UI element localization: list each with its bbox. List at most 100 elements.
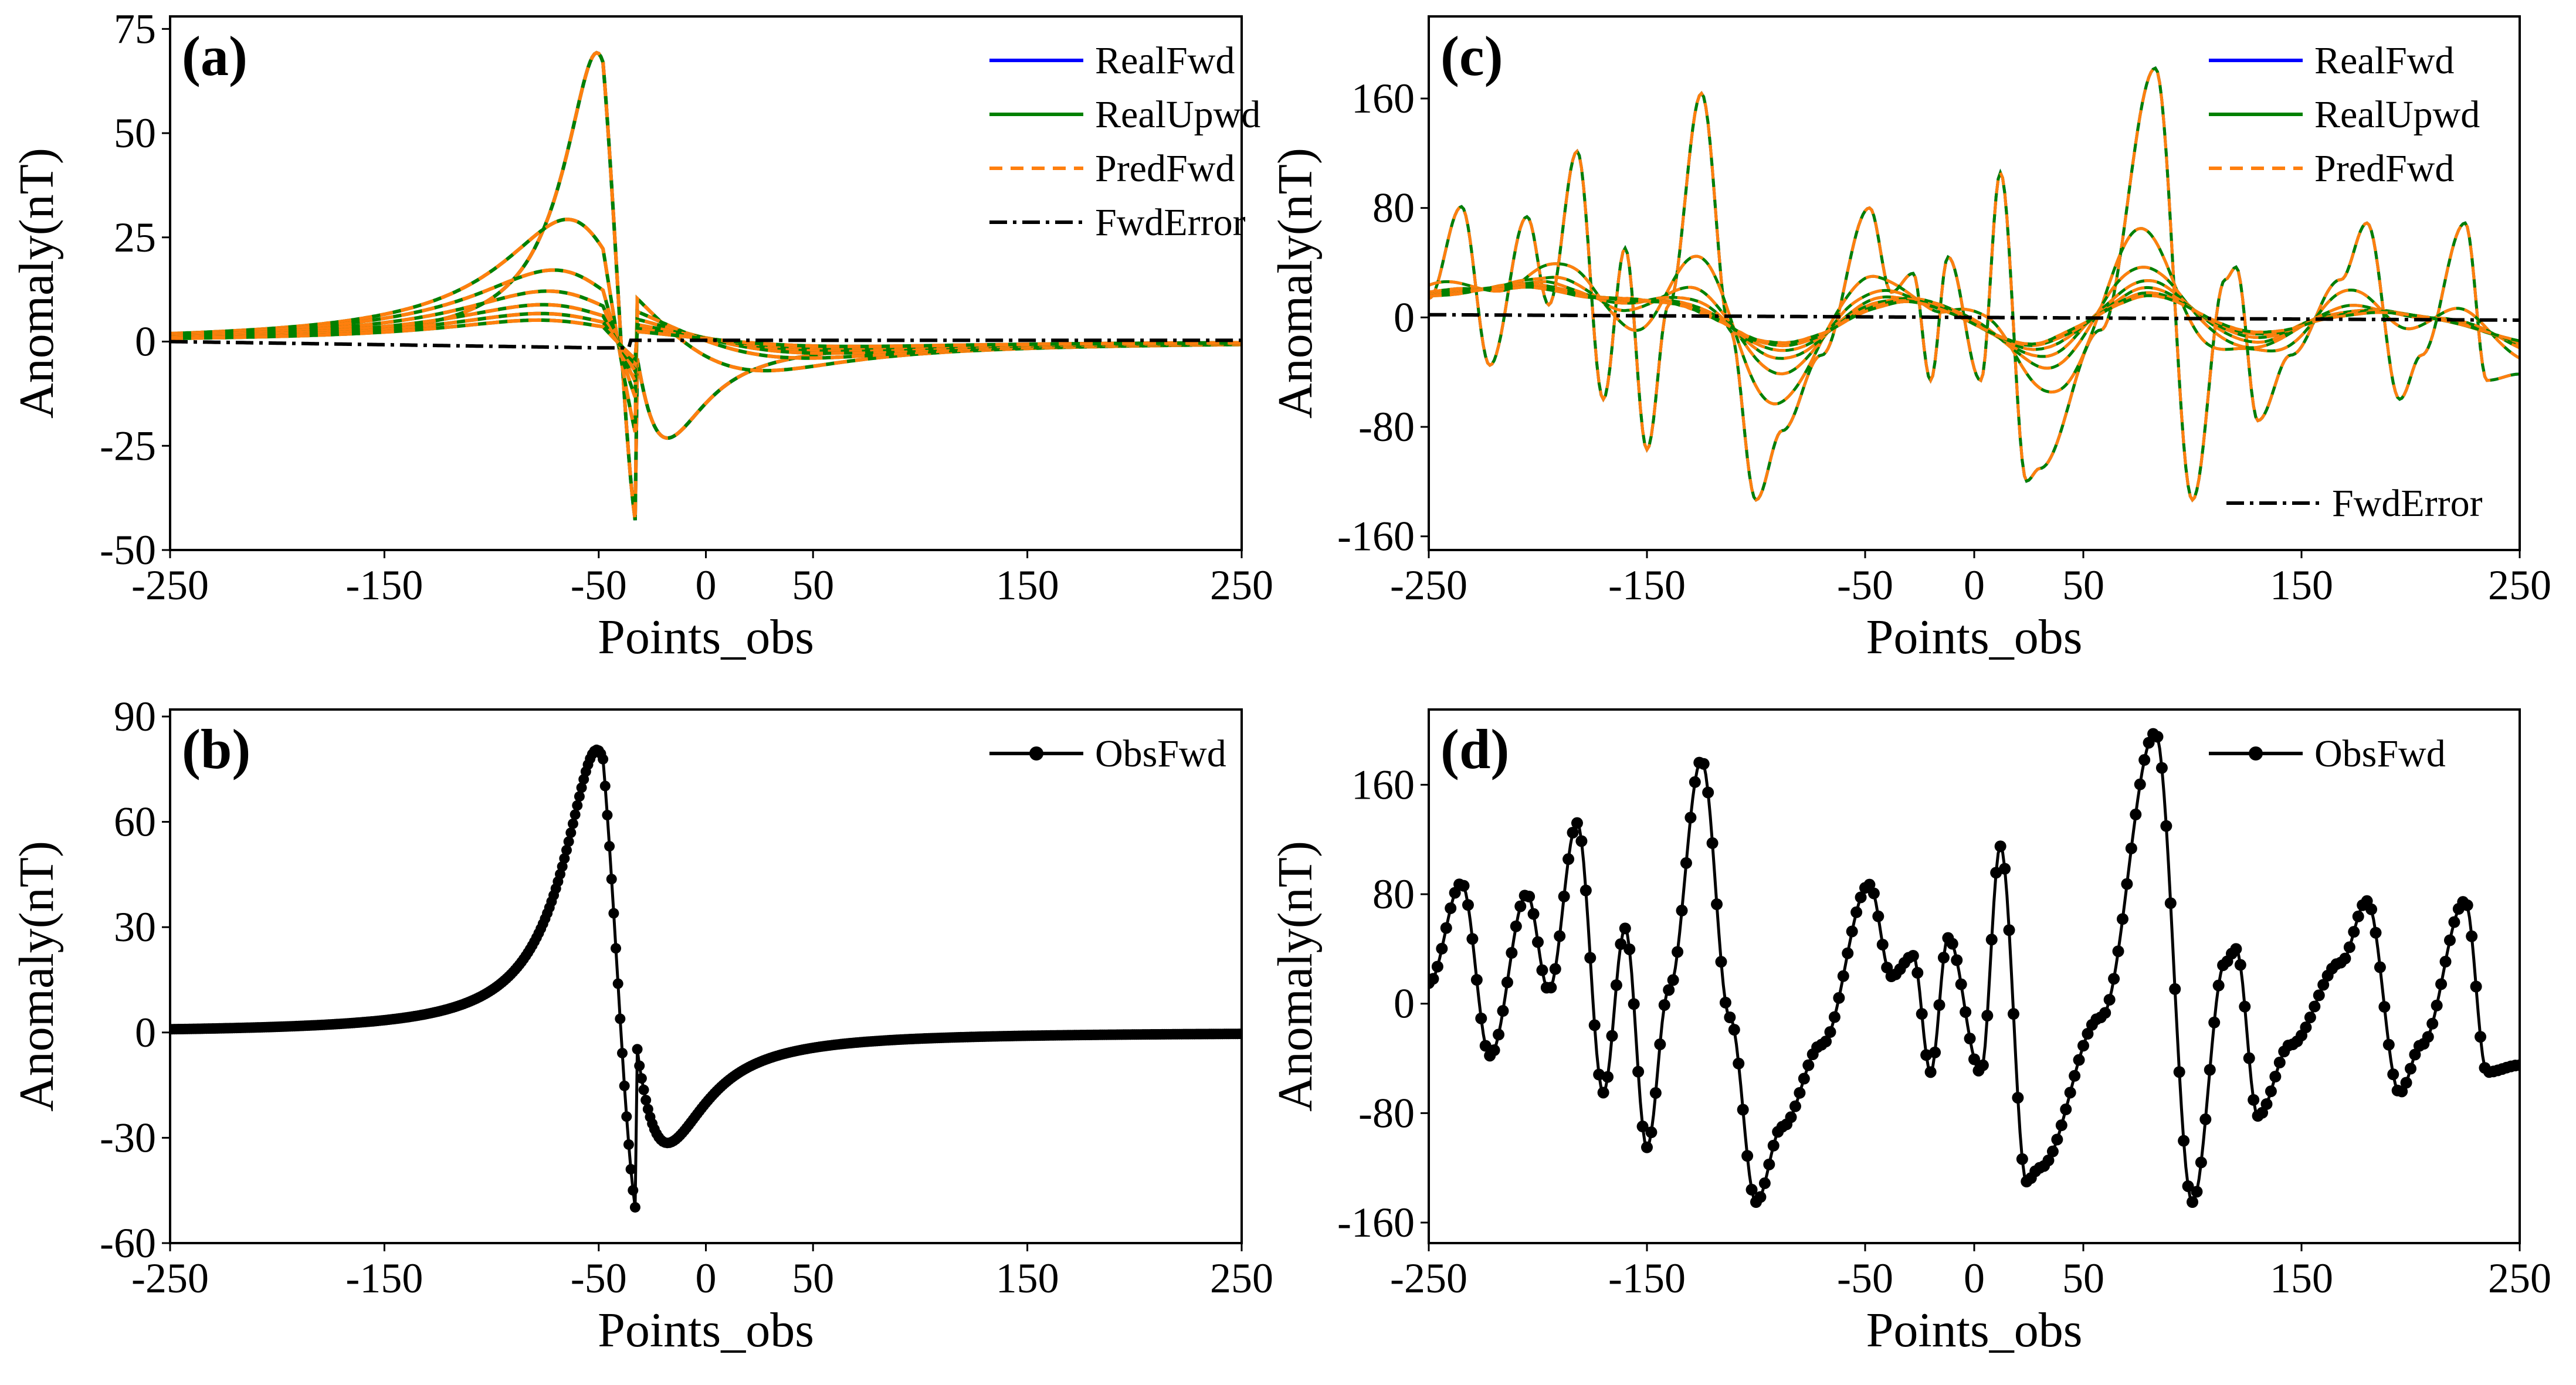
- x-tick-label: 150: [2270, 562, 2333, 609]
- x-tick-label: 250: [2488, 1255, 2551, 1302]
- obsfwd-point: [2448, 916, 2460, 928]
- obsfwd-point: [2304, 1011, 2316, 1024]
- x-tick-label: 150: [996, 562, 1059, 609]
- legend-marker: [1029, 746, 1043, 761]
- panel-d-frame: [1428, 708, 2521, 1244]
- panel-c-frame: [1428, 15, 2521, 551]
- obsfwd-point: [2012, 1092, 2024, 1104]
- obsfwd-point: [2164, 897, 2177, 909]
- legend-label-predfwd: PredFwd: [2314, 147, 2454, 190]
- obsfwd-point: [2265, 1085, 2277, 1098]
- x-tick-label: -250: [1390, 1255, 1467, 1302]
- x-tick-label: 0: [696, 562, 717, 609]
- obsfwd-point: [1536, 964, 1548, 976]
- x-tick-label: 250: [1210, 1255, 1273, 1302]
- obsfwd-point: [2422, 1031, 2434, 1043]
- panel-d-ticks: -250 -150 -50 0 50 150 250 -160 -80 0 80 160: [1337, 761, 2551, 1302]
- y-tick-label: 160: [1351, 761, 1415, 808]
- obsfwd-point: [2405, 1062, 2416, 1075]
- obsfwd-point: [1523, 890, 1536, 902]
- obsfwd-point: [2387, 1068, 2399, 1081]
- obsfwd-point: [602, 810, 613, 821]
- obsfwd-point: [1929, 1046, 1941, 1058]
- obsfwd-point: [2374, 961, 2386, 973]
- obsfwd-point: [2042, 1154, 2055, 1166]
- obsfwd-point: [1763, 1158, 1775, 1170]
- obsfwd-point: [1981, 1010, 1994, 1022]
- obsfwd-point: [1754, 1191, 1767, 1203]
- x-tick-label: -150: [1608, 562, 1686, 609]
- legend-label-realupwd: RealUpwd: [1095, 93, 1260, 136]
- obsfwd-point: [1532, 936, 1544, 948]
- obsfwd-point: [2112, 945, 2124, 958]
- obsfwd-point: [1863, 878, 1876, 891]
- x-tick-label: 50: [2062, 562, 2104, 609]
- obsfwd-point: [1916, 1008, 1928, 1020]
- x-tick-label: 50: [792, 562, 834, 609]
- obsfwd-point: [615, 1013, 626, 1024]
- obsfwd-point: [2121, 878, 2133, 890]
- panel-b-frame: [169, 708, 1243, 1244]
- x-tick-label: -150: [345, 1255, 423, 1302]
- obsfwd-point: [2269, 1070, 2282, 1082]
- obsfwd-point: [2208, 1016, 2221, 1028]
- obsfwd-point: [2439, 956, 2452, 968]
- obsfwd-point: [1606, 1030, 1618, 1042]
- obsfwd-point: [1737, 1104, 1749, 1116]
- x-tick-label: -50: [571, 562, 627, 609]
- legend-entry-obsfwd: ObsFwd: [2209, 732, 2446, 775]
- obsfwd-point: [2234, 959, 2246, 971]
- panel-c-legend-error: FwdError: [2226, 482, 2483, 525]
- obsfwd-point: [1567, 826, 1579, 839]
- obsfwd-point: [2256, 1106, 2269, 1119]
- obsfwd-point: [2060, 1103, 2072, 1115]
- x-tick-label: -250: [131, 562, 209, 609]
- obsfwd-point: [619, 1080, 630, 1091]
- x-tick-label: -150: [1608, 1255, 1686, 1302]
- obsfwd-point: [1924, 1066, 1937, 1078]
- series-predfwd-line: [1429, 286, 2520, 346]
- obsfwd-point: [599, 780, 611, 792]
- obsfwd-point: [1872, 910, 1884, 922]
- obsfwd-point: [1824, 1026, 1836, 1038]
- obsfwd-point: [1584, 952, 1597, 964]
- y-tick-label: -80: [1358, 403, 1415, 450]
- obsfwd-point: [2169, 983, 2181, 995]
- obsfwd-point: [1510, 920, 1522, 932]
- panel-c-ylabel: Anomaly(nT): [1268, 148, 1323, 419]
- obsfwd-point: [2173, 1066, 2185, 1078]
- obsfwd-point: [2195, 1156, 2207, 1169]
- legend-label-realfwd: RealFwd: [1095, 39, 1235, 82]
- obsfwd-point: [1719, 996, 1731, 1009]
- obsfwd-point: [1436, 942, 1448, 955]
- obsfwd-point: [2212, 979, 2225, 992]
- panel-d-xlabel: Points_obs: [1866, 1303, 2083, 1357]
- obsfwd-point: [1794, 1087, 1806, 1099]
- panel-a-frame: [169, 15, 1243, 551]
- legend-entry-realfwd: RealFwd: [2209, 39, 2454, 82]
- obsfwd-point: [1711, 898, 1723, 911]
- obsfwd-point: [1493, 1028, 1505, 1041]
- obsfwd-point: [1527, 908, 1540, 920]
- y-tick-label: -50: [100, 527, 156, 573]
- obsfwd-point: [1728, 1024, 1740, 1036]
- obsfwd-point: [632, 1044, 643, 1055]
- obsfwd-point: [2155, 762, 2168, 774]
- obsfwd-point: [1429, 973, 1439, 985]
- obsfwd-point: [1684, 812, 1697, 824]
- y-tick-label: -80: [1358, 1089, 1415, 1136]
- obsfwd-point: [1785, 1111, 1797, 1123]
- panel-b-legend: ObsFwd: [989, 732, 1226, 775]
- panel-c-letter: (c): [1440, 25, 1503, 87]
- obsfwd-point: [1466, 933, 1479, 945]
- x-tick-label: 150: [2270, 1255, 2333, 1302]
- obsfwd-point: [611, 943, 622, 954]
- obsfwd-point: [1741, 1150, 1754, 1162]
- legend-label-realupwd: RealUpwd: [2314, 93, 2480, 136]
- panel-d: -250 -150 -50 0 50 150 250 -160 -80 0 80 160 (d) Po…: [1268, 708, 2551, 1357]
- legend-entry-fwderror: FwdError: [2226, 482, 2483, 525]
- obsfwd-point: [1968, 1053, 1980, 1065]
- obsfwd-point: [1610, 979, 1622, 992]
